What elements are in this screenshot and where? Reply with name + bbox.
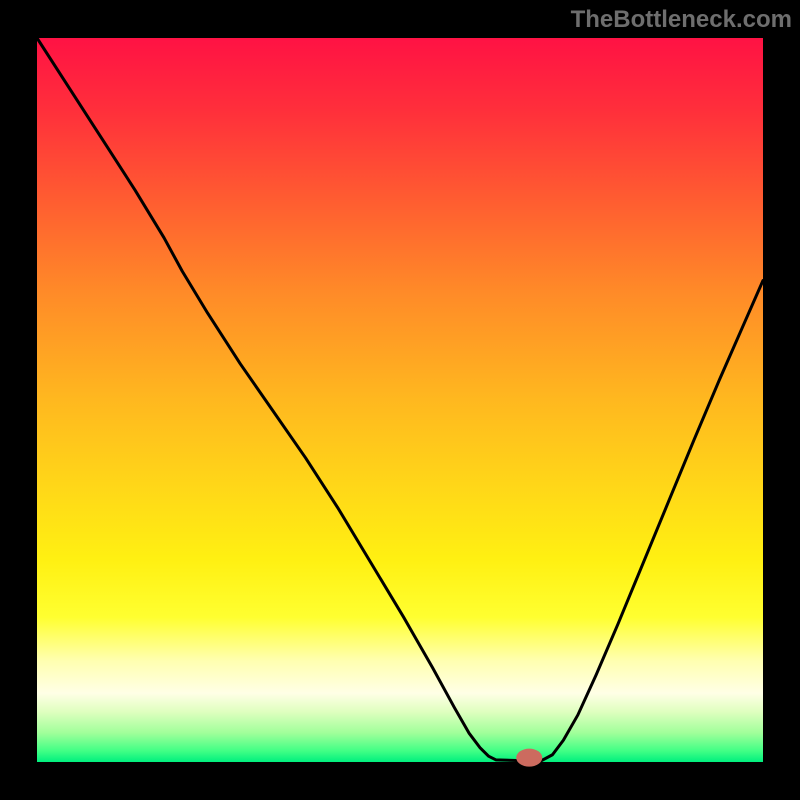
plot-area — [37, 38, 763, 762]
bottleneck-curve-path — [37, 38, 763, 761]
watermark-text: TheBottleneck.com — [571, 6, 792, 34]
chart-curve — [37, 38, 763, 762]
chart-container: TheBottleneck.com — [0, 0, 800, 800]
minimum-marker — [516, 749, 542, 767]
